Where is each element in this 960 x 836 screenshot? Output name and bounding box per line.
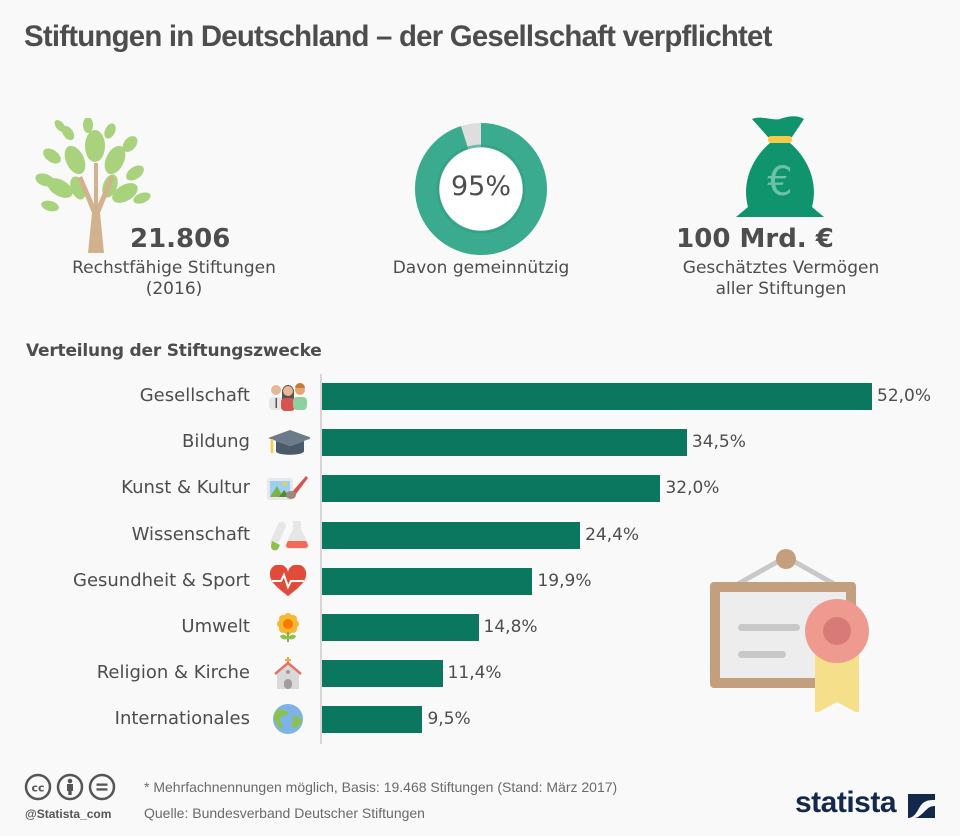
kpi-assets-label: Geschätztes Vermögen aller Stiftungen xyxy=(651,258,911,300)
bar xyxy=(322,429,687,457)
no-derivatives-icon xyxy=(88,773,116,801)
lab-flask-icon xyxy=(270,520,310,550)
bar xyxy=(322,475,661,503)
tree-icon xyxy=(35,118,151,253)
kpi-foundations-label-line1: Rechstfähige Stiftungen xyxy=(72,258,276,278)
bar xyxy=(322,383,872,410)
statista-logo-mark-icon xyxy=(908,794,935,818)
page-title: Stiftungen in Deutschland – der Gesellsc… xyxy=(24,20,772,53)
church-icon xyxy=(274,657,302,690)
source-note: Quelle: Bundesverband Deutscher Stiftung… xyxy=(144,805,425,821)
category-label: Gesellschaft xyxy=(139,385,250,406)
certificate-icon xyxy=(710,549,869,712)
bar xyxy=(322,706,423,734)
bar-value-label: 34,5% xyxy=(691,432,746,453)
bar xyxy=(322,660,443,688)
kpi-nonprofit-percent: 95% xyxy=(450,171,511,202)
bar-value-label: 24,4% xyxy=(585,524,640,545)
sunflower-icon xyxy=(277,613,299,642)
bar-value-label: 9,5% xyxy=(427,709,471,730)
donut-main-segment xyxy=(415,123,547,255)
bar-value-label: 32,0% xyxy=(665,478,720,499)
kpi-nonprofit-label: Davon gemeinnützig xyxy=(392,258,570,278)
bar-value-label: 11,4% xyxy=(447,663,502,684)
heart-pulse-icon xyxy=(269,564,307,596)
bar xyxy=(322,614,479,641)
axis-line xyxy=(320,374,322,744)
category-label: Bildung xyxy=(181,431,250,453)
bar xyxy=(322,567,533,595)
bar xyxy=(322,521,581,549)
kpi-foundations-count: 21.806 xyxy=(130,224,231,254)
category-label: Kunst & Kultur xyxy=(121,477,250,499)
money-bag-icon: € xyxy=(736,116,824,217)
people-icon xyxy=(269,383,307,411)
bar-value-label: 52,0% xyxy=(877,386,932,406)
kpi-assets-label-line2: aller Stiftungen xyxy=(715,279,847,299)
globe-icon xyxy=(273,704,303,735)
kpi-foundations-label-line2: (2016) xyxy=(145,279,203,299)
category-label: Gesundheit & Sport xyxy=(73,569,250,591)
graduation-cap-icon xyxy=(268,430,310,455)
license-icons: cc xyxy=(24,773,116,801)
svg-text:€: € xyxy=(767,159,792,205)
section-title: Verteilung der Stiftungszwecke xyxy=(26,341,322,361)
category-label: Internationales xyxy=(114,708,250,730)
kpi-assets-label-line1: Geschätztes Vermögen xyxy=(682,258,880,278)
category-label: Religion & Kirche xyxy=(96,662,250,684)
statista-handle[interactable]: @Statista_com xyxy=(25,807,112,821)
category-label: Wissenschaft xyxy=(131,523,250,545)
bar-value-label: 14,8% xyxy=(483,617,538,637)
statista-logo[interactable]: statista xyxy=(795,786,897,819)
painting-brush-icon xyxy=(267,476,308,501)
cc-icon: cc xyxy=(24,773,52,801)
svg-text:cc: cc xyxy=(31,782,44,795)
kpi-assets-value: 100 Mrd. € xyxy=(676,224,834,254)
kpi-foundations-label: Rechstfähige Stiftungen (2016) xyxy=(44,258,304,300)
attribution-icon xyxy=(56,773,84,801)
bar-value-label: 19,9% xyxy=(537,570,592,591)
category-label: Umwelt xyxy=(181,616,250,637)
donut-chart xyxy=(415,123,547,255)
footnote: * Mehrfachnennungen möglich, Basis: 19.4… xyxy=(144,779,618,795)
